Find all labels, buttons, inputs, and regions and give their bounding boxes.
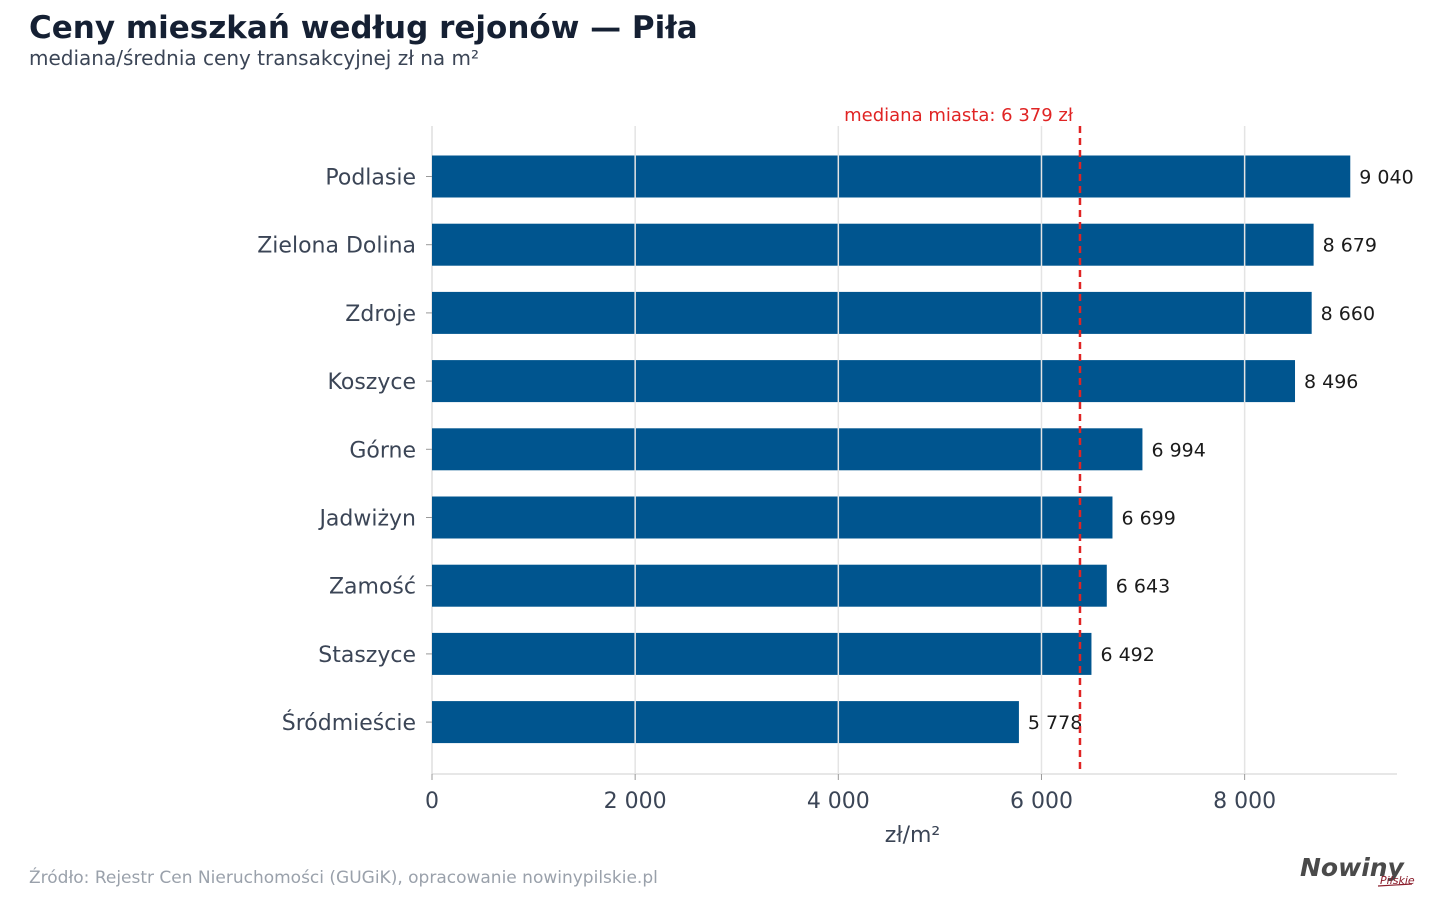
- x-tick-label: 0: [425, 789, 439, 814]
- x-tick-label: 4 000: [807, 789, 870, 814]
- bar: [432, 428, 1143, 471]
- category-label: Koszyce: [328, 370, 416, 395]
- value-label: 8 679: [1323, 235, 1377, 257]
- category-label: Zamość: [329, 575, 416, 600]
- value-label: 9 040: [1359, 167, 1413, 189]
- nowiny-pilskie-logo: Nowiny Pilskie: [1300, 853, 1415, 887]
- value-label: 6 994: [1151, 439, 1205, 461]
- value-label: 6 492: [1100, 644, 1154, 666]
- category-label: Górne: [349, 438, 416, 463]
- value-label: 8 496: [1304, 371, 1358, 393]
- x-tick-label: 6 000: [1010, 789, 1073, 814]
- category-label: Śródmieście: [282, 710, 416, 736]
- x-tick-label: 2 000: [604, 789, 667, 814]
- bar: [432, 564, 1107, 607]
- bar: [432, 360, 1296, 403]
- value-label: 6 699: [1121, 508, 1175, 530]
- chart-title: Ceny mieszkań według rejonów — Piła: [29, 10, 698, 46]
- x-axis-title: zł/m²: [885, 823, 940, 848]
- value-label: 5 778: [1028, 712, 1082, 734]
- x-tick-label: 8 000: [1213, 789, 1276, 814]
- category-label: Zielona Dolina: [257, 234, 416, 259]
- value-label: 8 660: [1321, 303, 1375, 325]
- category-label: Zdroje: [345, 302, 416, 327]
- category-label: Jadwiżyn: [317, 507, 416, 532]
- category-label: Podlasie: [325, 166, 416, 191]
- logo-main-text: Nowiny: [1300, 853, 1406, 882]
- category-label: Staszyce: [318, 643, 416, 668]
- source-note: Źródło: Rejestr Cen Nieruchomości (GUGiK…: [29, 868, 658, 888]
- bar: [432, 701, 1019, 744]
- bar: [432, 155, 1351, 198]
- value-label: 6 643: [1116, 576, 1170, 598]
- bar-chart: 0 2 000 4 000 6 000 8 000 zł/m² Podlasie 9 040 Z…: [257, 105, 1413, 848]
- median-label: mediana miasta: 6 379 zł: [844, 105, 1074, 126]
- bar: [432, 632, 1092, 675]
- bar: [432, 291, 1312, 334]
- bar: [432, 223, 1314, 266]
- chart-subtitle: mediana/średnia ceny transakcyjnej zł na…: [29, 46, 480, 70]
- bar: [432, 496, 1113, 539]
